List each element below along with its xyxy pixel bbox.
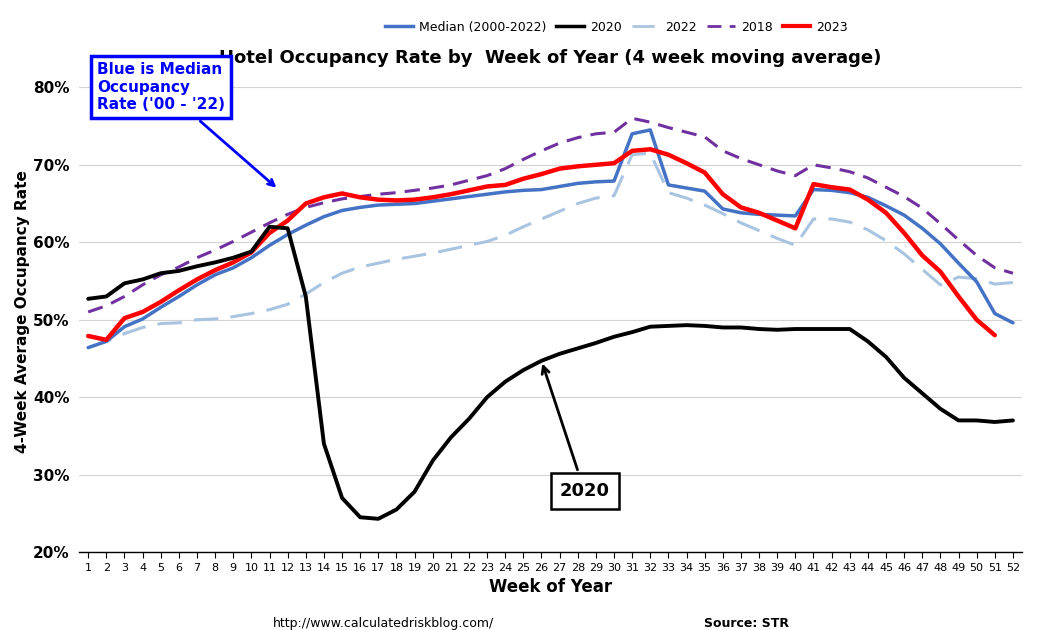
Text: http://www.calculatedriskblog.com/: http://www.calculatedriskblog.com/ [273,617,495,630]
Title: Hotel Occupancy Rate by  Week of Year (4 week moving average): Hotel Occupancy Rate by Week of Year (4 … [220,50,881,67]
Legend: Median (2000-2022), 2020, 2022, 2018, 2023: Median (2000-2022), 2020, 2022, 2018, 20… [381,16,853,38]
X-axis label: Week of Year: Week of Year [489,578,612,596]
Y-axis label: 4-Week Average Occupancy Rate: 4-Week Average Occupancy Rate [15,171,30,454]
Text: Blue is Median
Occupancy
Rate ('00 - '22): Blue is Median Occupancy Rate ('00 - '22… [97,62,274,186]
Text: 2020: 2020 [542,367,610,500]
Text: Source: STR: Source: STR [704,617,789,630]
